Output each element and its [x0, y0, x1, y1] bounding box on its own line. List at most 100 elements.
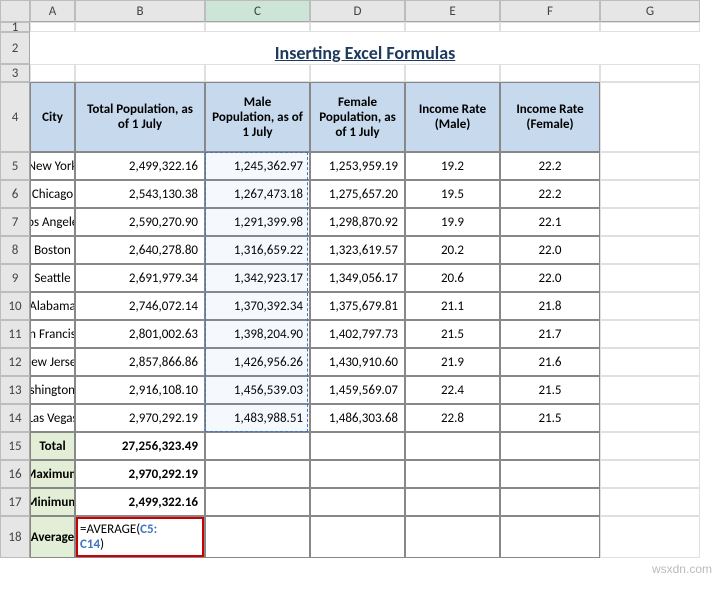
- irmale-cell: 21.1: [405, 292, 500, 320]
- total-cell: 2,640,278.80: [75, 236, 205, 264]
- cell-blank: [600, 82, 700, 152]
- col-header-E[interactable]: E: [405, 0, 500, 22]
- sheet-title: Inserting Excel Formulas: [30, 32, 700, 64]
- row-header-11[interactable]: 11: [0, 320, 30, 348]
- summary-max-val: 2,970,292.19: [75, 460, 205, 488]
- row-header-3[interactable]: 3: [0, 64, 30, 82]
- summary-empty: [405, 516, 500, 558]
- city-cell: Boston: [30, 236, 75, 264]
- irfemale-cell: 21.8: [500, 292, 600, 320]
- male-cell: 1,370,392.34: [205, 292, 310, 320]
- male-cell: 1,291,399.98: [205, 208, 310, 236]
- row-header-7[interactable]: 7: [0, 208, 30, 236]
- city-cell: Las Vegas: [30, 404, 75, 432]
- col-header-A[interactable]: A: [30, 0, 75, 22]
- row-header-10[interactable]: 10: [0, 292, 30, 320]
- cell-blank: [405, 22, 500, 32]
- summary-avg-label: Average: [30, 516, 75, 558]
- cell-blank: [75, 22, 205, 32]
- female-cell: 1,253,959.19: [310, 152, 405, 180]
- formula-cell[interactable]: =AVERAGE(C5:C14): [75, 516, 205, 558]
- female-cell: 1,275,657.20: [310, 180, 405, 208]
- summary-empty: [405, 460, 500, 488]
- summary-empty: [205, 488, 310, 516]
- irmale-cell: 20.2: [405, 236, 500, 264]
- cell-blank: [205, 22, 310, 32]
- total-cell: 2,857,866.86: [75, 348, 205, 376]
- female-cell: 1,298,870.92: [310, 208, 405, 236]
- irmale-cell: 20.6: [405, 264, 500, 292]
- summary-total-label: Total: [30, 432, 75, 460]
- row-header-18[interactable]: 18: [0, 516, 30, 558]
- summary-empty: [310, 460, 405, 488]
- cell-blank: [600, 488, 700, 516]
- male-cell: 1,267,473.18: [205, 180, 310, 208]
- city-cell: Chicago: [30, 180, 75, 208]
- cell-blank: [600, 64, 700, 82]
- cell-blank: [600, 22, 700, 32]
- row-header-15[interactable]: 15: [0, 432, 30, 460]
- row-header-13[interactable]: 13: [0, 376, 30, 404]
- cell-blank: [600, 432, 700, 460]
- summary-empty: [310, 432, 405, 460]
- row-header-6[interactable]: 6: [0, 180, 30, 208]
- col-header-G[interactable]: G: [600, 0, 700, 22]
- row-header-5[interactable]: 5: [0, 152, 30, 180]
- irmale-cell: 19.5: [405, 180, 500, 208]
- col-header-B[interactable]: B: [75, 0, 205, 22]
- row-header-12[interactable]: 12: [0, 348, 30, 376]
- row-header-4[interactable]: 4: [0, 82, 30, 152]
- row-header-9[interactable]: 9: [0, 264, 30, 292]
- female-cell: 1,430,910.60: [310, 348, 405, 376]
- row-header-8[interactable]: 8: [0, 236, 30, 264]
- irfemale-cell: 21.5: [500, 404, 600, 432]
- irfemale-cell: 22.1: [500, 208, 600, 236]
- male-cell: 1,245,362.97: [205, 152, 310, 180]
- summary-total-val: 27,256,323.49: [75, 432, 205, 460]
- city-cell: New York: [30, 152, 75, 180]
- total-cell: 2,499,322.16: [75, 152, 205, 180]
- female-cell: 1,375,679.81: [310, 292, 405, 320]
- male-cell: 1,426,956.26: [205, 348, 310, 376]
- cell-blank: [600, 320, 700, 348]
- summary-empty: [405, 488, 500, 516]
- irfemale-cell: 22.0: [500, 236, 600, 264]
- irmale-cell: 21.9: [405, 348, 500, 376]
- summary-empty: [205, 432, 310, 460]
- row-header-16[interactable]: 16: [0, 460, 30, 488]
- summary-empty: [500, 516, 600, 558]
- irmale-cell: 19.9: [405, 208, 500, 236]
- irfemale-cell: 21.5: [500, 376, 600, 404]
- formula-outline: [76, 517, 204, 557]
- cell-blank: [600, 264, 700, 292]
- total-cell: 2,543,130.38: [75, 180, 205, 208]
- table-header-0: City: [30, 82, 75, 152]
- row-header-2[interactable]: 2: [0, 32, 30, 64]
- cell-blank: [75, 64, 205, 82]
- table-header-4: Income Rate (Male): [405, 82, 500, 152]
- cell-blank: [405, 64, 500, 82]
- cell-blank: [500, 64, 600, 82]
- cell-blank: [600, 376, 700, 404]
- row-header-14[interactable]: 14: [0, 404, 30, 432]
- total-cell: 2,916,108.10: [75, 376, 205, 404]
- total-cell: 2,970,292.19: [75, 404, 205, 432]
- cell-blank: [600, 516, 700, 558]
- total-cell: 2,590,270.90: [75, 208, 205, 236]
- female-cell: 1,459,569.07: [310, 376, 405, 404]
- cell-blank: [600, 348, 700, 376]
- table-header-5: Income Rate (Female): [500, 82, 600, 152]
- cell-blank: [205, 64, 310, 82]
- summary-max-label: Maximum: [30, 460, 75, 488]
- male-cell: 1,342,923.17: [205, 264, 310, 292]
- irfemale-cell: 22.0: [500, 264, 600, 292]
- cell-blank: [600, 236, 700, 264]
- summary-empty: [205, 516, 310, 558]
- col-header-C[interactable]: C: [205, 0, 310, 22]
- summary-min-label: Minimum: [30, 488, 75, 516]
- col-header-D[interactable]: D: [310, 0, 405, 22]
- row-header-1[interactable]: 1: [0, 22, 30, 32]
- col-header-F[interactable]: F: [500, 0, 600, 22]
- row-header-17[interactable]: 17: [0, 488, 30, 516]
- male-cell: 1,456,539.03: [205, 376, 310, 404]
